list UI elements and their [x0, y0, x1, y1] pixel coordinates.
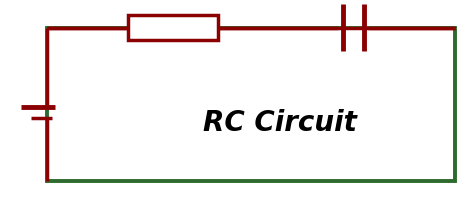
Bar — [128, 15, 218, 40]
Bar — [47, 28, 455, 181]
Text: RC Circuit: RC Circuit — [203, 109, 357, 137]
Text: R: R — [167, 0, 179, 2]
